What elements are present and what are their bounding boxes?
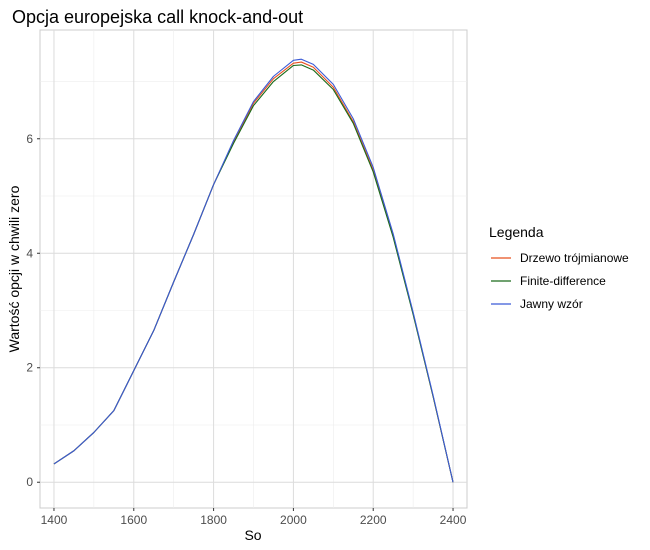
- x-tick-label: 1800: [200, 513, 227, 527]
- y-axis-title: Wartość opcji w chwili zero: [6, 185, 22, 352]
- x-tick-label: 1600: [120, 513, 147, 527]
- x-axis-ticks: 1400 1600 1800 2000 2200 2400: [41, 508, 467, 527]
- y-tick-label: 0: [26, 475, 33, 489]
- grid-major: [40, 30, 467, 508]
- legend: Legenda Drzewo trójmianowe Finite-differe…: [489, 224, 629, 311]
- chart-title: Opcja europejska call knock-and-out: [12, 7, 303, 27]
- legend-label-3: Jawny wzór: [520, 297, 583, 311]
- grid-minor: [40, 30, 467, 508]
- y-axis-ticks: 0 2 4 6: [26, 132, 40, 489]
- legend-title: Legenda: [489, 224, 544, 240]
- x-tick-label: 2400: [440, 513, 467, 527]
- y-tick-label: 4: [26, 246, 33, 260]
- x-axis-title: So: [244, 527, 261, 543]
- series-lines: [53, 58, 454, 483]
- x-tick-label: 2000: [280, 513, 307, 527]
- series-line-3: [53, 58, 454, 483]
- legend-label-2: Finite-difference: [520, 274, 606, 288]
- x-tick-label: 1400: [41, 513, 68, 527]
- legend-label-1: Drzewo trójmianowe: [520, 251, 629, 265]
- y-tick-label: 2: [26, 361, 33, 375]
- y-tick-label: 6: [26, 132, 33, 146]
- x-tick-label: 2200: [360, 513, 387, 527]
